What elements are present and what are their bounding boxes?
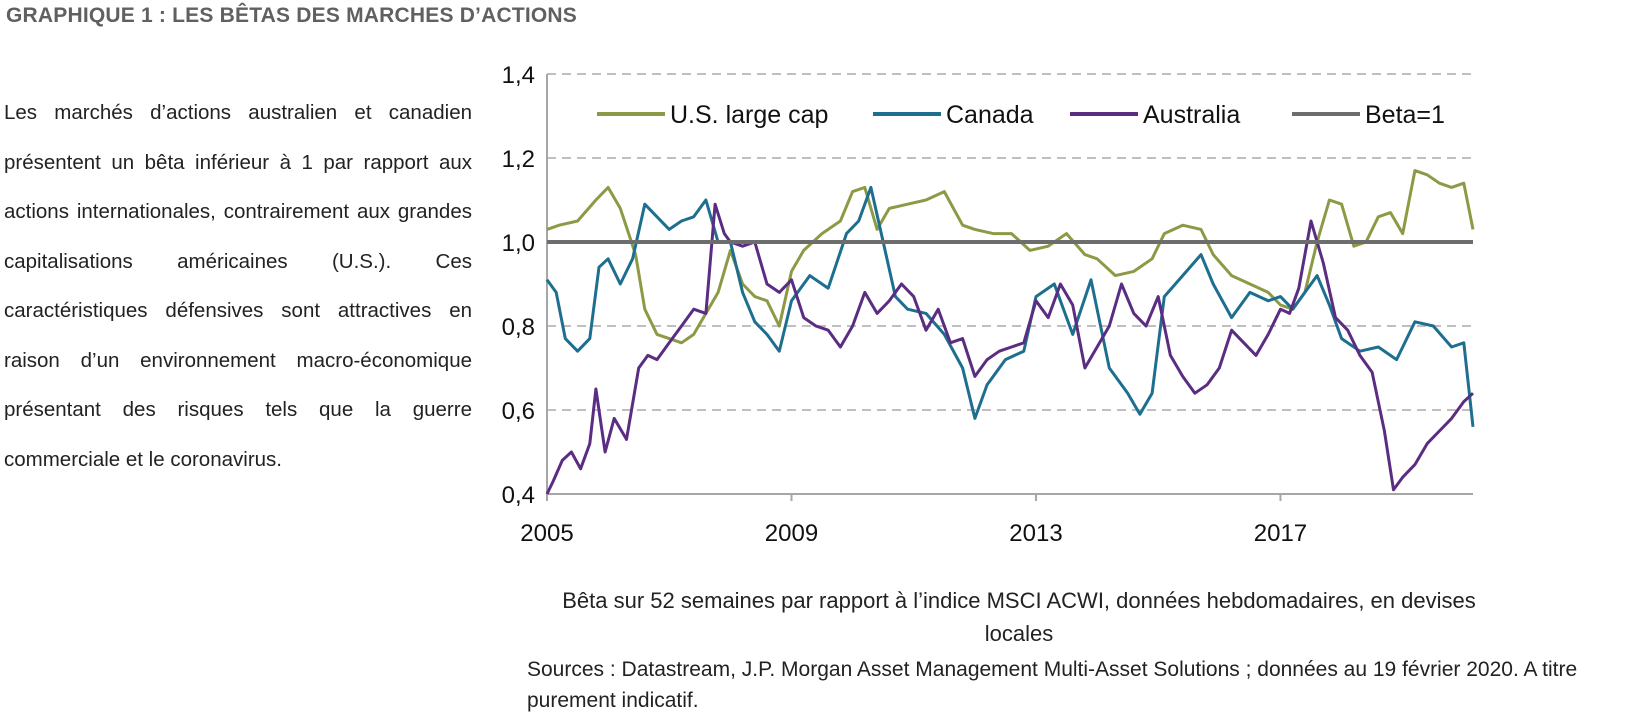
y-tick-label: 0,8 bbox=[502, 314, 535, 341]
legend-label: Canada bbox=[946, 101, 1034, 129]
chart-subtitle: Bêta sur 52 semaines par rapport à l’ind… bbox=[562, 588, 1476, 646]
legend-item: U.S. large cap bbox=[597, 101, 828, 129]
beta-chart: 0,4 0,6 0,8 1,0 1,2 1,4 2005 2009 2013 2017 U.S. … bbox=[490, 52, 1641, 726]
series-line-u-s-large-cap bbox=[546, 169, 1475, 345]
x-tick-label: 2013 bbox=[1009, 520, 1062, 547]
x-tick-label: 2017 bbox=[1254, 520, 1307, 547]
legend-label: Beta=1 bbox=[1365, 101, 1445, 129]
chart-svg: 0,4 0,6 0,8 1,0 1,2 1,4 2005 2009 2013 2017 U.S. … bbox=[502, 62, 1475, 547]
sources-note: Sources : Datastream, J.P. Morgan Asset … bbox=[527, 658, 1578, 712]
legend-item: Beta=1 bbox=[1292, 101, 1445, 129]
y-tick-label: 0,4 bbox=[502, 482, 535, 509]
legend-item: Australia bbox=[1070, 101, 1240, 129]
series-line-canada bbox=[545, 185, 1475, 427]
y-tick-label: 1,2 bbox=[502, 146, 535, 173]
legend-label: Australia bbox=[1143, 101, 1240, 129]
series-line-australia bbox=[545, 202, 1475, 495]
y-tick-label: 1,4 bbox=[502, 62, 535, 89]
page-heading: GRAPHIQUE 1 : LES BÊTAS DES MARCHES D’AC… bbox=[6, 4, 577, 27]
x-tick-label: 2005 bbox=[520, 520, 573, 547]
commentary-text: Les marchés d’actions australien et cana… bbox=[4, 101, 472, 471]
y-tick-label: 1,0 bbox=[502, 230, 535, 257]
y-tick-label: 0,6 bbox=[502, 398, 535, 425]
x-tick-label: 2009 bbox=[765, 520, 818, 547]
legend-item: Canada bbox=[873, 101, 1034, 129]
legend-label: U.S. large cap bbox=[670, 101, 828, 129]
